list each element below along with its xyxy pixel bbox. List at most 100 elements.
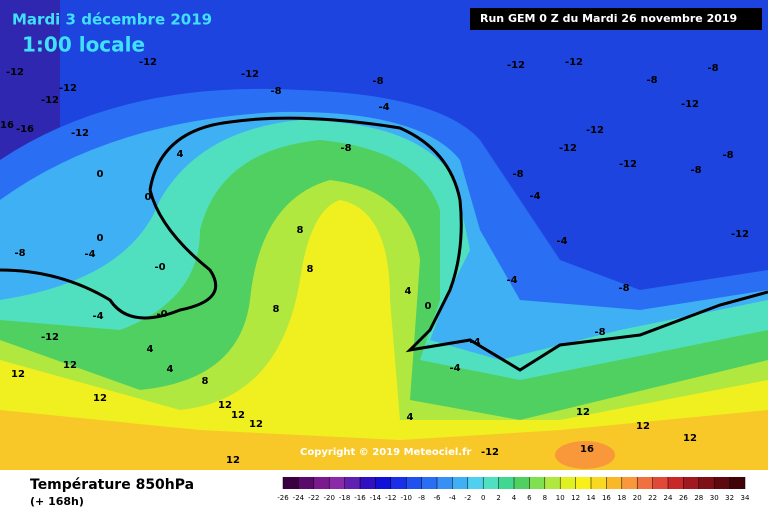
scale-swatch bbox=[437, 477, 453, 489]
scale-swatch bbox=[591, 477, 607, 489]
scale-label: 26 bbox=[679, 494, 688, 502]
scale-label: -18 bbox=[339, 494, 350, 502]
scale-swatch bbox=[729, 477, 745, 489]
contour-label: 12 bbox=[63, 360, 77, 371]
contour-label: -12 bbox=[59, 83, 77, 94]
contour-label: -8 bbox=[707, 63, 718, 74]
scale-label: 32 bbox=[725, 494, 734, 502]
scale-label: -24 bbox=[293, 494, 305, 502]
scale-swatch bbox=[637, 477, 653, 489]
contour-labels: -12 -12 -12 -12 -12 -12 -8 -8 -4 -12 -12 -8 -8 -12 -12… bbox=[0, 57, 749, 466]
contour-label: 4 bbox=[177, 149, 184, 160]
contour-label: -4 bbox=[506, 275, 517, 286]
contour-label: 16 bbox=[580, 444, 594, 455]
contour-label: -0 bbox=[156, 309, 167, 320]
contour-label: 12 bbox=[93, 393, 107, 404]
scale-label: -8 bbox=[418, 494, 425, 502]
scale-swatch bbox=[483, 477, 499, 489]
contour-label: -4 bbox=[378, 102, 389, 113]
contour-label: 0 bbox=[425, 301, 432, 312]
contour-label: 12 bbox=[683, 433, 697, 444]
contour-label: -8 bbox=[618, 283, 629, 294]
contour-label: -8 bbox=[270, 86, 281, 97]
scale-label: 8 bbox=[543, 494, 547, 502]
contour-label: -12 bbox=[586, 125, 604, 136]
contour-label: 4 bbox=[147, 344, 154, 355]
scale-swatch bbox=[329, 477, 345, 489]
scale-label: 4 bbox=[512, 494, 517, 502]
contour-label: 4 bbox=[407, 412, 414, 423]
scale-swatch bbox=[698, 477, 715, 489]
scale-swatch bbox=[375, 477, 391, 489]
contour-label: -4 bbox=[529, 191, 540, 202]
scale-swatch bbox=[714, 477, 730, 489]
footer-title: Température 850hPa bbox=[30, 477, 194, 493]
color-scale: -26 -24 -22 -20 -18 -16 -14 -12 -10 -8 -6 -4 -2 0 2 4 6 8… bbox=[277, 477, 750, 502]
contour-label: -12 bbox=[565, 57, 583, 68]
contour-label: -8 bbox=[722, 150, 733, 161]
scale-swatch bbox=[452, 477, 468, 489]
scale-swatch bbox=[498, 477, 514, 489]
scale-swatch bbox=[313, 477, 330, 489]
contour-label: 12 bbox=[218, 400, 232, 411]
contour-label: -8 bbox=[372, 76, 383, 87]
scale-label: 0 bbox=[481, 494, 485, 502]
footer-subtitle: (+ 168h) bbox=[30, 495, 84, 508]
contour-label: -4 bbox=[92, 311, 103, 322]
contour-label: 12 bbox=[636, 421, 650, 432]
scale-label: -26 bbox=[277, 494, 289, 502]
scale-label: 24 bbox=[664, 494, 673, 502]
map-background bbox=[0, 0, 768, 470]
contour-label: -4 bbox=[84, 249, 95, 260]
contour-label: 4 bbox=[167, 364, 174, 375]
warm-spot bbox=[555, 441, 615, 469]
scale-label: -12 bbox=[385, 494, 396, 502]
time: 1:00 locale bbox=[22, 33, 145, 57]
contour-label: -4 bbox=[469, 337, 480, 348]
scale-label: 12 bbox=[571, 494, 580, 502]
contour-label: -12 bbox=[481, 447, 499, 458]
contour-label: 16 bbox=[0, 120, 14, 131]
scale-label: -14 bbox=[370, 494, 382, 502]
contour-label: -12 bbox=[559, 143, 577, 154]
contour-label: -8 bbox=[512, 169, 523, 180]
scale-label: 2 bbox=[496, 494, 500, 502]
scale-label: 14 bbox=[587, 494, 596, 502]
scale-swatch bbox=[344, 477, 360, 489]
contour-label: 12 bbox=[576, 407, 590, 418]
run-info: Run GEM 0 Z du Mardi 26 novembre 2019 bbox=[480, 12, 737, 25]
scale-label: 28 bbox=[694, 494, 703, 502]
band bbox=[0, 200, 768, 470]
scale-label: -6 bbox=[434, 494, 442, 502]
scale-label: -4 bbox=[449, 494, 457, 502]
scale-swatch bbox=[514, 477, 530, 489]
scale-label: 6 bbox=[527, 494, 532, 502]
scale-label: -20 bbox=[323, 494, 334, 502]
contour-label: -12 bbox=[241, 69, 259, 80]
scale-swatch bbox=[606, 477, 622, 489]
scale-swatch bbox=[560, 477, 576, 489]
date: Mardi 3 décembre 2019 bbox=[12, 11, 212, 29]
contour-label: -8 bbox=[340, 143, 351, 154]
contour-label: -4 bbox=[449, 363, 460, 374]
contour-label: -0 bbox=[154, 262, 165, 273]
contour-label: 4 bbox=[405, 286, 412, 297]
contour-label: -4 bbox=[556, 236, 567, 247]
contour-label: 0 bbox=[97, 169, 104, 180]
scale-swatch bbox=[668, 477, 684, 489]
scale-label: 22 bbox=[648, 494, 657, 502]
scale-label: -16 bbox=[354, 494, 366, 502]
contour-label: -12 bbox=[41, 332, 59, 343]
contour-label: -12 bbox=[681, 99, 699, 110]
zero-contour bbox=[0, 189, 218, 320]
contour-label: 8 bbox=[307, 264, 314, 275]
contour-label: -12 bbox=[71, 128, 89, 139]
contour-label: -16 bbox=[16, 124, 34, 135]
contour-label: -8 bbox=[690, 165, 701, 176]
contour-label: -8 bbox=[14, 248, 25, 259]
scale-label: -2 bbox=[464, 494, 471, 502]
contour-label: -12 bbox=[731, 229, 749, 240]
copyright: Copyright © 2019 Meteociel.fr bbox=[300, 447, 471, 458]
scale-label: 34 bbox=[741, 494, 750, 502]
